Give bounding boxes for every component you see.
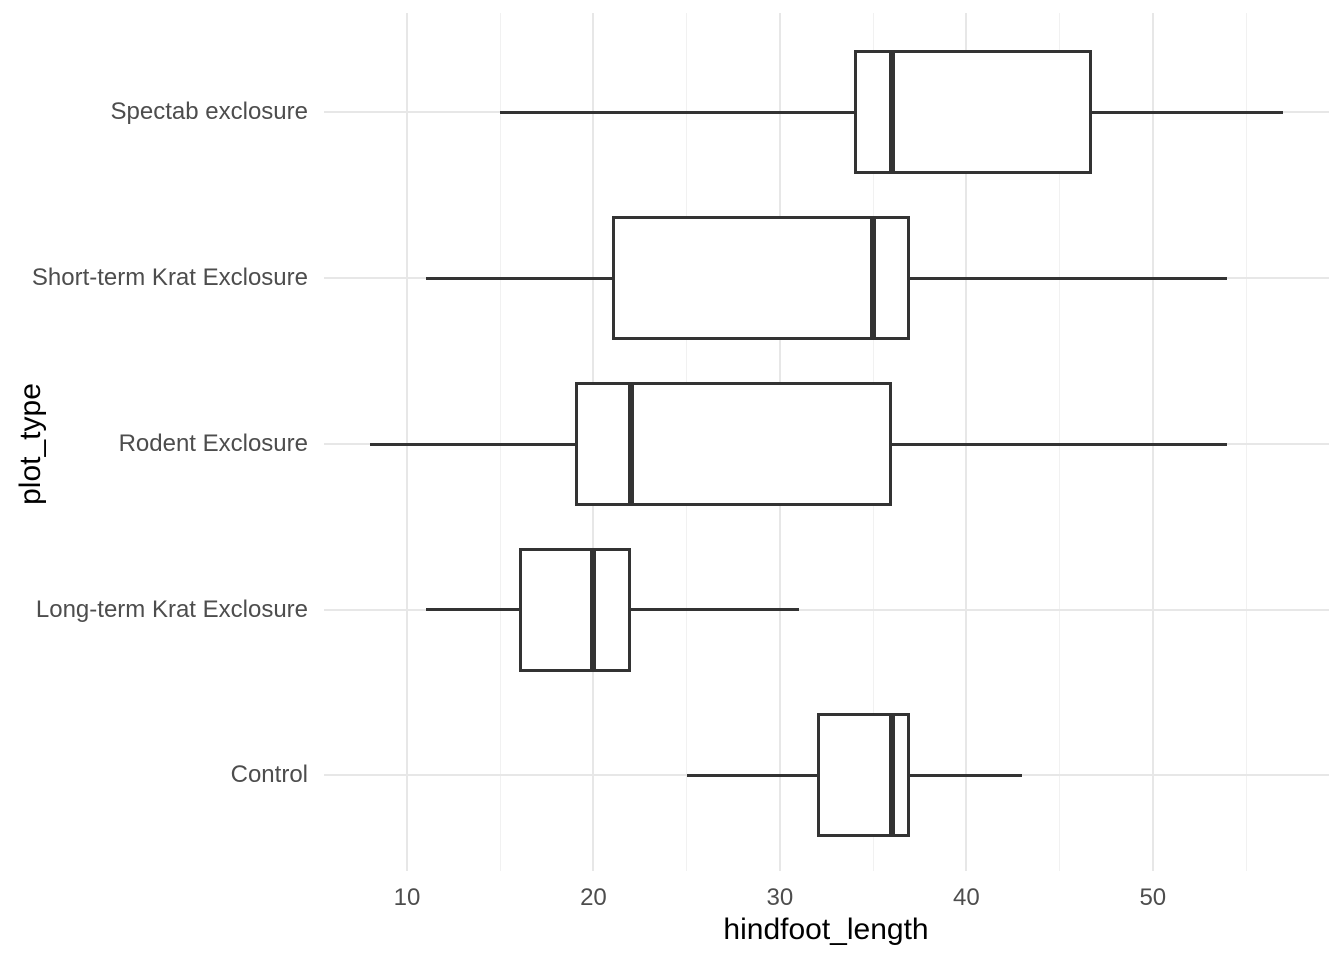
whisker-lower (369, 442, 575, 446)
x-tick-label: 30 (766, 884, 794, 911)
x-gridline-minor (1059, 13, 1061, 871)
box (817, 713, 911, 837)
x-gridline-minor (499, 13, 501, 871)
x-axis-title: hindfoot_length (723, 913, 929, 946)
whisker-upper (1092, 110, 1284, 114)
whisker-lower (686, 773, 818, 777)
whisker-lower (425, 276, 613, 280)
box (574, 382, 892, 506)
x-gridline-major (1151, 13, 1154, 871)
whisker-upper (630, 608, 799, 611)
box (518, 547, 631, 672)
median-line (888, 50, 895, 174)
x-tick-label: 10 (393, 884, 421, 911)
median-line (870, 216, 877, 340)
x-gridline-major (405, 13, 408, 871)
y-tick-label: Long-term Krat Exclosure (35, 595, 308, 623)
plot-panel (324, 13, 1329, 871)
median-line (627, 382, 634, 506)
y-tick-label: Control (230, 761, 308, 788)
y-gridline-major (324, 608, 1329, 611)
whisker-upper (891, 442, 1228, 446)
median-line (590, 547, 597, 672)
median-line (888, 713, 895, 837)
box (612, 216, 911, 340)
whisker-lower (425, 608, 519, 611)
whisker-upper (910, 773, 1023, 777)
x-tick-label: 40 (952, 884, 980, 911)
x-gridline-minor (1245, 13, 1247, 871)
x-tick-label: 50 (1139, 884, 1167, 911)
x-tick-label: 20 (580, 884, 607, 911)
x-gridline-major (965, 13, 968, 871)
whisker-lower (500, 110, 855, 114)
whisker-upper (910, 276, 1228, 280)
y-tick-label: Spectab exclosure (110, 98, 308, 125)
y-tick-label: Short-term Krat Exclosure (31, 264, 308, 291)
y-tick-label: Rodent Exclosure (118, 430, 308, 457)
